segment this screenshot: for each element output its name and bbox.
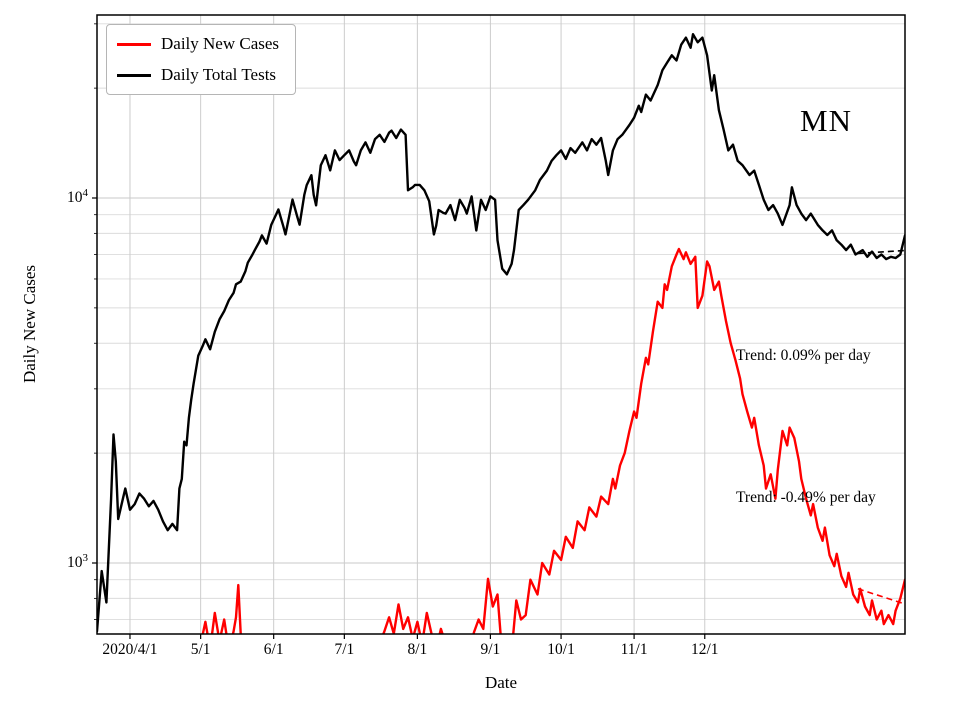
legend-label: Daily Total Tests bbox=[161, 65, 277, 84]
legend-item-daily-new-cases: Daily New Cases bbox=[117, 34, 279, 54]
y-tick-label: 104 bbox=[67, 187, 88, 207]
x-axis-label: Date bbox=[484, 673, 518, 692]
x-tick-label: 9/1 bbox=[480, 641, 501, 658]
x-tick-label: 12/1 bbox=[690, 641, 719, 658]
x-tick-label: 2020/4/1 bbox=[102, 641, 158, 658]
y-axis-label: Daily New Cases bbox=[20, 264, 39, 384]
x-tick-label: 10/1 bbox=[547, 641, 575, 658]
series-line-daily-new-cases bbox=[201, 247, 905, 634]
series-line-daily-total-tests bbox=[97, 33, 905, 633]
trend-annotation-cases: Trend: -0.49% per day bbox=[736, 489, 876, 506]
legend-label: Daily New Cases bbox=[161, 34, 280, 53]
legend: Daily New Cases Daily Total Tests bbox=[106, 24, 297, 95]
x-tick-label: 8/1 bbox=[407, 641, 428, 658]
trend-line-daily-total-tests bbox=[857, 249, 905, 255]
x-tick-label: 7/1 bbox=[334, 641, 355, 658]
x-tick-label: 5/1 bbox=[190, 641, 211, 658]
legend-line-red bbox=[117, 42, 151, 46]
legend-line-black bbox=[117, 73, 151, 77]
state-title: MN bbox=[800, 103, 852, 138]
plot-border bbox=[96, 14, 906, 635]
y-tick-label: 103 bbox=[67, 552, 88, 572]
x-tick-label: 11/1 bbox=[620, 641, 648, 658]
trend-annotation-tests: Trend: 0.09% per day bbox=[736, 347, 871, 364]
trend-line-daily-new-cases bbox=[857, 588, 905, 605]
legend-item-daily-total-tests: Daily Total Tests bbox=[117, 65, 279, 85]
x-tick-label: 6/1 bbox=[263, 641, 284, 658]
